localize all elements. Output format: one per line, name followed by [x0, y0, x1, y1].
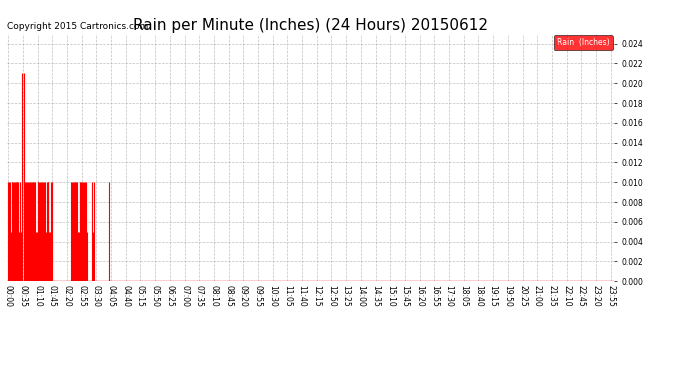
Title: Rain per Minute (Inches) (24 Hours) 20150612: Rain per Minute (Inches) (24 Hours) 2015… — [133, 18, 488, 33]
Text: Copyright 2015 Cartronics.com: Copyright 2015 Cartronics.com — [7, 22, 148, 31]
Legend: Rain  (Inches): Rain (Inches) — [554, 35, 613, 50]
